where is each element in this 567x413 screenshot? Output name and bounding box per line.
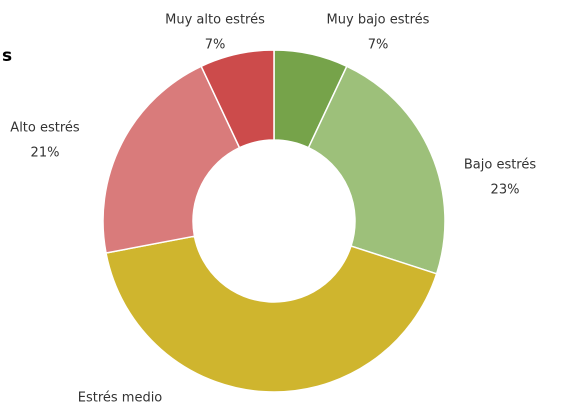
value-label: 21% (31, 146, 60, 161)
category-label: Muy alto estrés (165, 13, 265, 28)
value-label: 23% (491, 183, 520, 198)
value-label: 7% (205, 38, 226, 53)
category-label: Bajo estrés (464, 158, 537, 173)
value-label: 7% (368, 38, 389, 53)
slice (200, 49, 275, 149)
chart-title: s (2, 46, 12, 66)
category-label: Estrés medio (78, 391, 163, 406)
slice (102, 65, 241, 254)
category-label: Alto estrés (10, 121, 80, 136)
slice (105, 235, 438, 393)
slice (307, 65, 446, 275)
category-label: Muy bajo estrés (327, 13, 430, 28)
